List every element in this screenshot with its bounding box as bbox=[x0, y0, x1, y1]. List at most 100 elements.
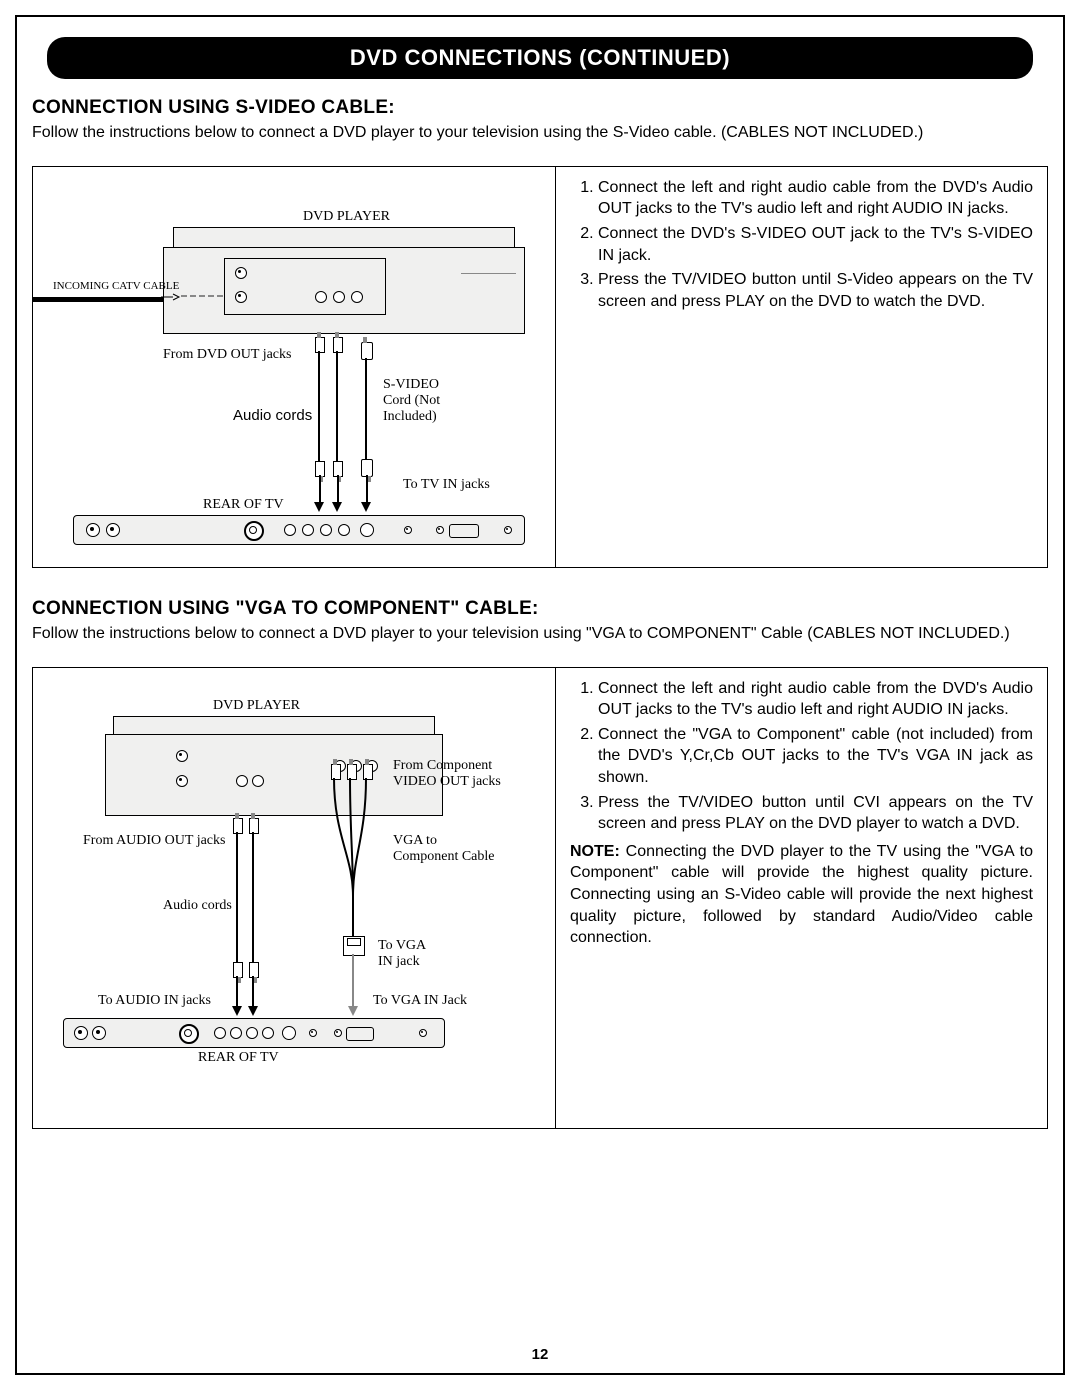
label-svideo: S-VIDEO bbox=[383, 377, 439, 393]
plug-icon bbox=[333, 337, 343, 353]
label-rear: REAR OF TV bbox=[203, 497, 284, 513]
tv-rear bbox=[63, 1018, 445, 1048]
jack-icon bbox=[236, 775, 248, 787]
label-from-comp2: VIDEO OUT jacks bbox=[393, 774, 501, 790]
jack-icon bbox=[246, 1027, 258, 1039]
dvd-body bbox=[163, 247, 525, 334]
section1-steps: Connect the left and right audio cable f… bbox=[556, 166, 1048, 568]
step: Press the TV/VIDEO button until S-Video … bbox=[598, 269, 1033, 312]
step: Connect the DVD's S-VIDEO OUT jack to th… bbox=[598, 223, 1033, 266]
arrow-icon bbox=[348, 1006, 358, 1016]
coax-cable bbox=[33, 297, 163, 302]
label-to-vga2: IN jack bbox=[378, 954, 420, 970]
jack-icon bbox=[176, 775, 188, 787]
jack-icon bbox=[92, 1026, 106, 1040]
jack-dot-icon bbox=[504, 526, 512, 534]
label-rear: REAR OF TV bbox=[198, 1050, 279, 1066]
vga-port-icon bbox=[346, 1027, 374, 1041]
section2-heading: CONNECTION USING "VGA TO COMPONENT" CABL… bbox=[32, 598, 1048, 620]
jack-dot-icon bbox=[309, 1029, 317, 1037]
label-from-audio: From AUDIO OUT jacks bbox=[83, 833, 225, 849]
dvd-top bbox=[113, 716, 435, 735]
section1-intro: Follow the instructions below to connect… bbox=[32, 123, 1048, 144]
section2-intro: Follow the instructions below to connect… bbox=[32, 624, 1048, 645]
jack-icon bbox=[315, 291, 327, 303]
cord bbox=[236, 976, 238, 1006]
jack-icon bbox=[320, 524, 332, 536]
jack-icon bbox=[333, 291, 345, 303]
label-dvd: DVD PLAYER bbox=[303, 209, 390, 225]
jack-svideo-icon bbox=[282, 1026, 296, 1040]
vga-port-icon bbox=[449, 524, 479, 538]
label-to-tv: To TV IN jacks bbox=[403, 477, 490, 493]
step: Connect the left and right audio cable f… bbox=[598, 678, 1033, 721]
label-from-comp: From Component bbox=[393, 758, 492, 774]
arrow-icon bbox=[248, 1006, 258, 1016]
step: Press the TV/VIDEO button until CVI appe… bbox=[598, 792, 1033, 835]
cord bbox=[319, 475, 321, 502]
arrow-icon bbox=[314, 502, 324, 512]
jack-icon bbox=[230, 1027, 242, 1039]
section1-heading: CONNECTION USING S-VIDEO CABLE: bbox=[32, 97, 1048, 119]
arrow-icon bbox=[232, 1006, 242, 1016]
label-svideo3: Included) bbox=[383, 409, 437, 425]
plug-icon bbox=[233, 818, 243, 834]
jack-icon bbox=[74, 1026, 88, 1040]
dvd-top bbox=[173, 227, 515, 248]
label-to-vga-jack: To VGA IN Jack bbox=[373, 993, 467, 1009]
jack-icon bbox=[252, 775, 264, 787]
jack-dot-icon bbox=[419, 1029, 427, 1037]
plug-icon bbox=[249, 818, 259, 834]
dvd-panel bbox=[224, 258, 386, 315]
dvd-line bbox=[461, 273, 516, 274]
jack-icon bbox=[302, 524, 314, 536]
diagram-svideo: DVD PLAYER INCOMING CATV CABLE From DVD … bbox=[32, 166, 556, 568]
jack-icon bbox=[351, 291, 363, 303]
label-audio-cords: Audio cords bbox=[163, 898, 232, 914]
diagram-vga: DVD PLAYER From Component VIDEO OUT jack… bbox=[32, 667, 556, 1129]
cord bbox=[252, 832, 254, 962]
label-audio-cords: Audio cords bbox=[233, 407, 312, 424]
page-number: 12 bbox=[17, 1346, 1063, 1363]
plug-icon bbox=[315, 337, 325, 353]
cord bbox=[352, 954, 354, 1006]
step: Connect the "VGA to Component" cable (no… bbox=[598, 724, 1033, 789]
label-from-dvd: From DVD OUT jacks bbox=[163, 347, 291, 363]
arrow-icon bbox=[332, 502, 342, 512]
jack-icon bbox=[235, 267, 247, 279]
arrow-icon bbox=[361, 502, 371, 512]
label-catv: INCOMING CATV CABLE bbox=[53, 280, 179, 292]
cord bbox=[318, 351, 320, 461]
coax-tip-icon bbox=[161, 292, 181, 302]
label-dvd: DVD PLAYER bbox=[213, 698, 300, 714]
tv-rear bbox=[73, 515, 525, 545]
jack-coax-icon bbox=[244, 521, 264, 541]
jack-icon bbox=[262, 1027, 274, 1039]
jack-svideo-icon bbox=[360, 523, 374, 537]
jack-coax-icon bbox=[179, 1024, 199, 1044]
jack-icon bbox=[235, 291, 247, 303]
vga-plug-icon bbox=[343, 936, 365, 956]
plug-icon bbox=[233, 962, 243, 978]
section2-steps: Connect the left and right audio cable f… bbox=[556, 667, 1048, 1129]
plug-svideo-icon bbox=[361, 342, 373, 360]
jack-dot-icon bbox=[436, 526, 444, 534]
cord bbox=[365, 358, 367, 461]
step: Connect the left and right audio cable f… bbox=[598, 177, 1033, 220]
page-title: DVD CONNECTIONS (CONTINUED) bbox=[47, 37, 1033, 79]
dashed-line bbox=[181, 295, 223, 297]
cord bbox=[337, 475, 339, 502]
jack-dot-icon bbox=[334, 1029, 342, 1037]
cord bbox=[336, 351, 338, 461]
cord bbox=[252, 976, 254, 1006]
label-vga-to2: Component Cable bbox=[393, 849, 495, 865]
jack-icon bbox=[214, 1027, 226, 1039]
jack-icon bbox=[176, 750, 188, 762]
label-vga-to: VGA to bbox=[393, 833, 437, 849]
cord bbox=[236, 832, 238, 962]
cord bbox=[366, 475, 368, 502]
jack-icon bbox=[338, 524, 350, 536]
note: NOTE: Connecting the DVD player to the T… bbox=[570, 841, 1033, 949]
jack-icon bbox=[284, 524, 296, 536]
plug-icon bbox=[249, 962, 259, 978]
